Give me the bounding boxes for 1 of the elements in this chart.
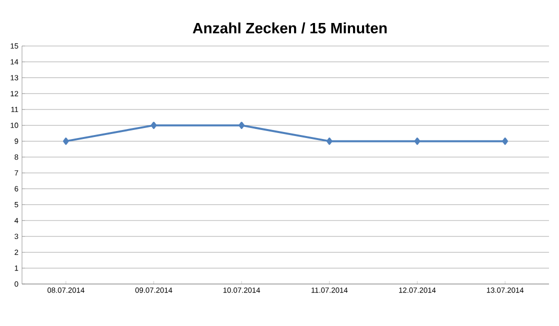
chart-title: Anzahl Zecken / 15 Minuten <box>192 22 387 34</box>
